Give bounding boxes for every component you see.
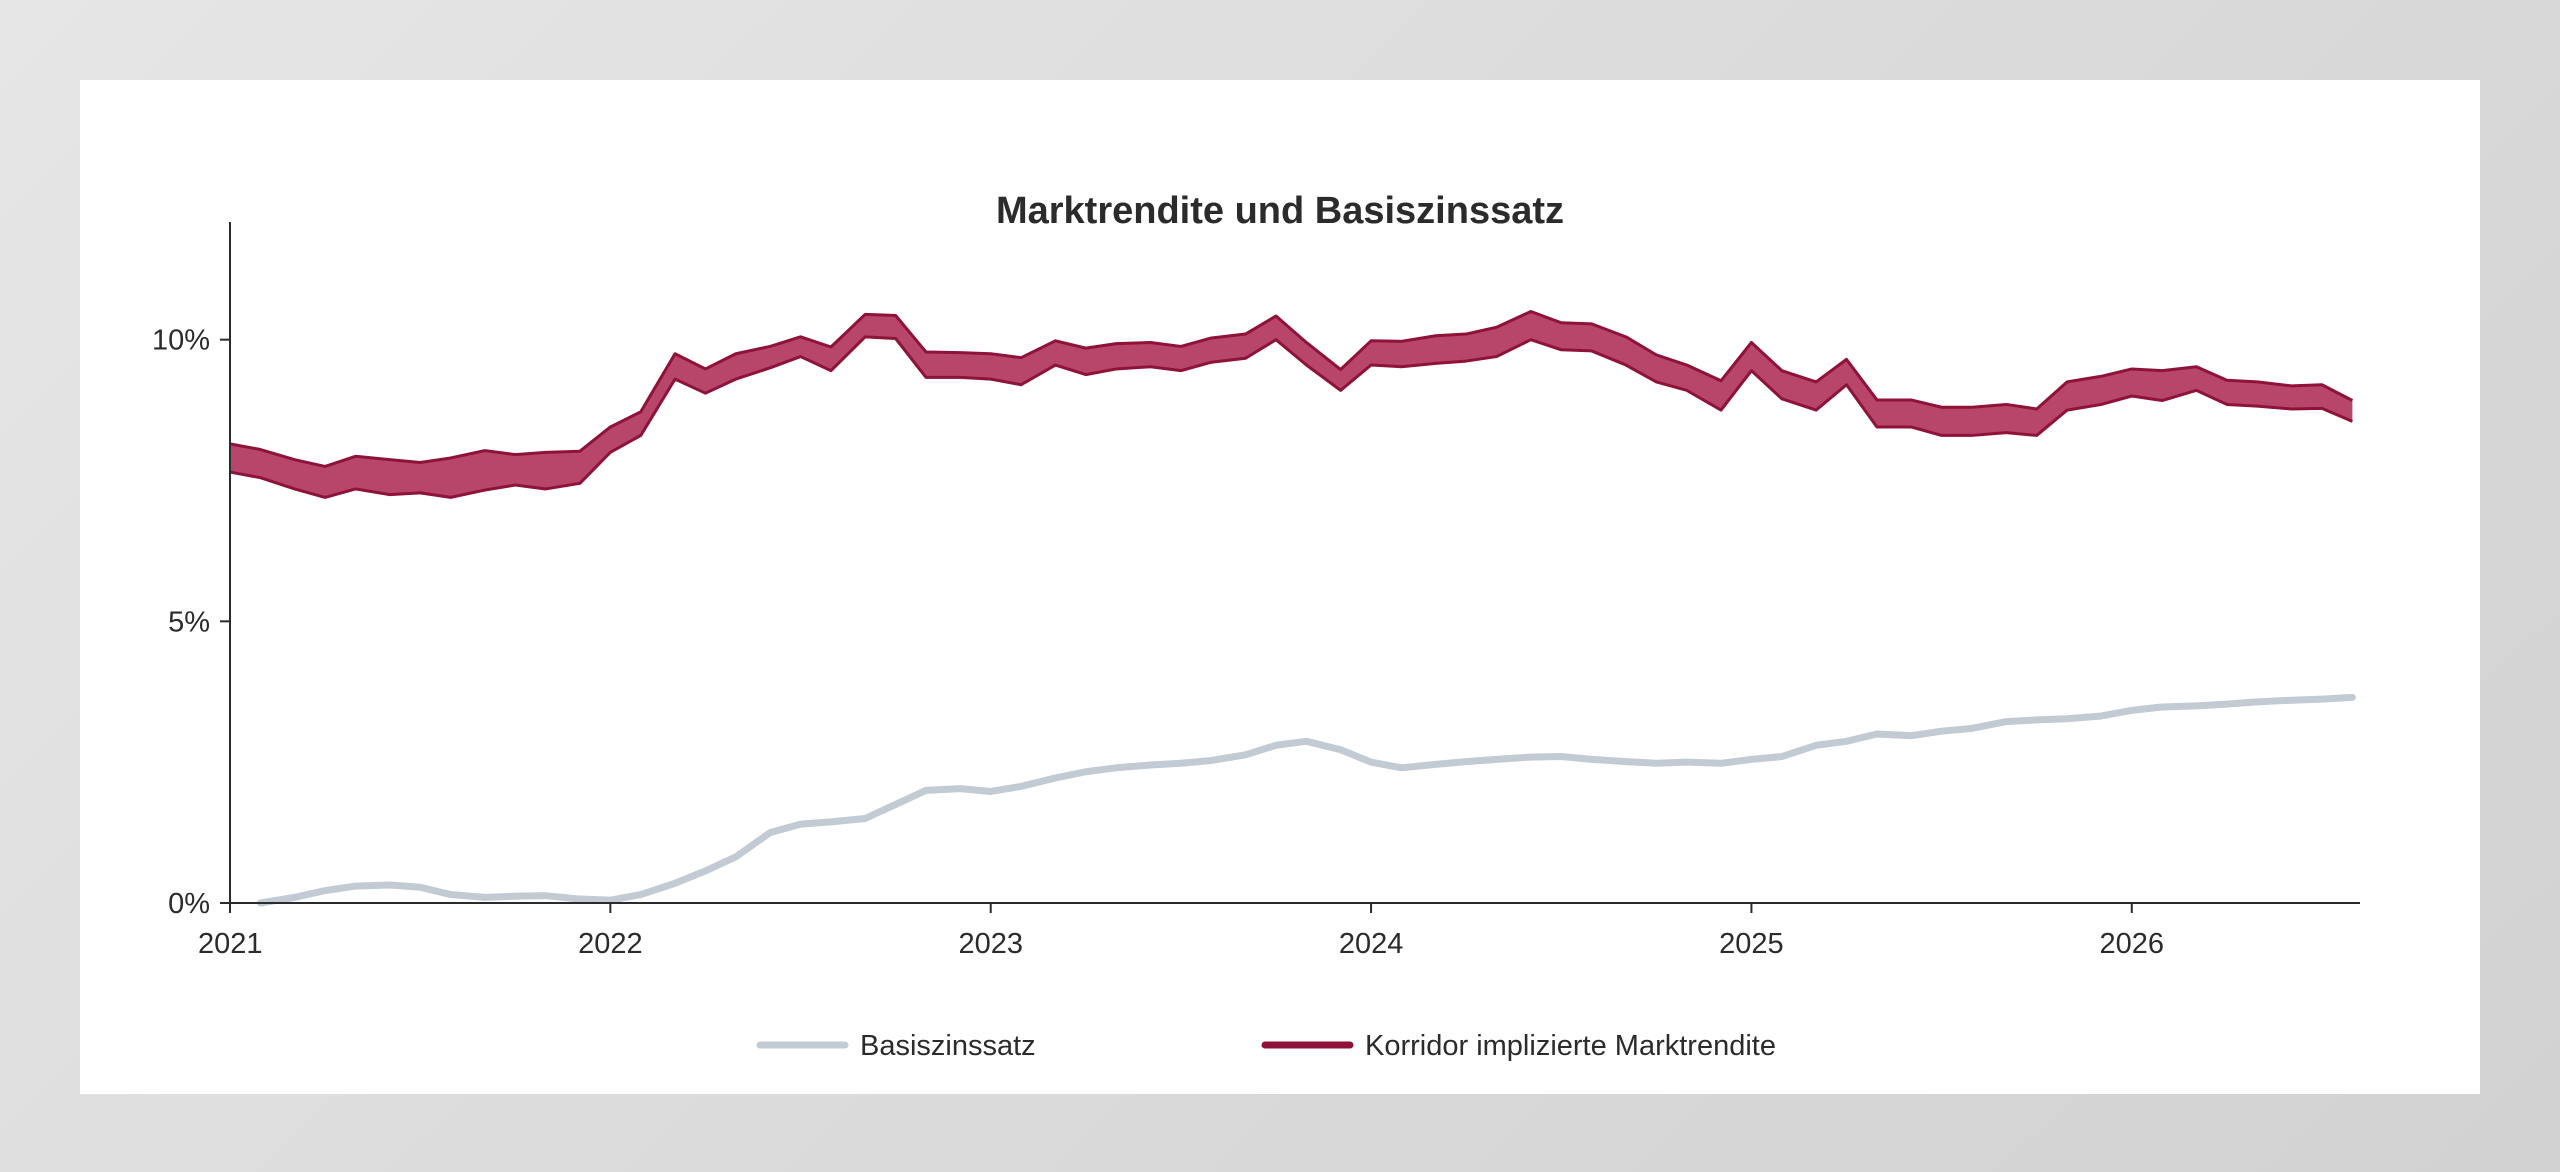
basiszins-layer — [256, 693, 2356, 907]
corridor-band — [230, 311, 2353, 498]
y-tick-label: 0% — [168, 888, 210, 920]
y-tick-label: 5% — [168, 606, 210, 638]
corridor-upper-line — [229, 310, 2354, 468]
x-tick-label: 2025 — [1719, 928, 1784, 960]
x-tick-label: 2024 — [1339, 928, 1404, 960]
basiszins-line — [256, 693, 2356, 907]
legend-label: Korridor implizierte Marktrendite — [1365, 1030, 1776, 1062]
corridor-layer — [229, 310, 2354, 499]
x-tick-label: 2021 — [198, 928, 263, 960]
axes-layer: 0% 5% 10% 2021 2022 2023 2024 2025 2026 — [152, 222, 2360, 960]
chart-card: Marktrendite und Basiszinssatz 0% 5% 10% 20… — [80, 80, 2480, 1094]
x-tick-label: 2026 — [2100, 928, 2165, 960]
chart-svg: 0% 5% 10% 2021 2022 2023 2024 2025 2026 Basiszin… — [152, 222, 2360, 1062]
x-tick-label: 2023 — [958, 928, 1023, 960]
legend-label: Basiszinssatz — [860, 1030, 1036, 1062]
y-tick-label: 10% — [152, 325, 210, 357]
legend: Basiszinssatz Korridor implizierte Marktr… — [756, 1030, 1776, 1062]
x-tick-label: 2022 — [578, 928, 643, 960]
chart-title: Marktrendite und Basiszinssatz — [995, 190, 1565, 232]
corridor-lower-line — [229, 335, 2353, 499]
